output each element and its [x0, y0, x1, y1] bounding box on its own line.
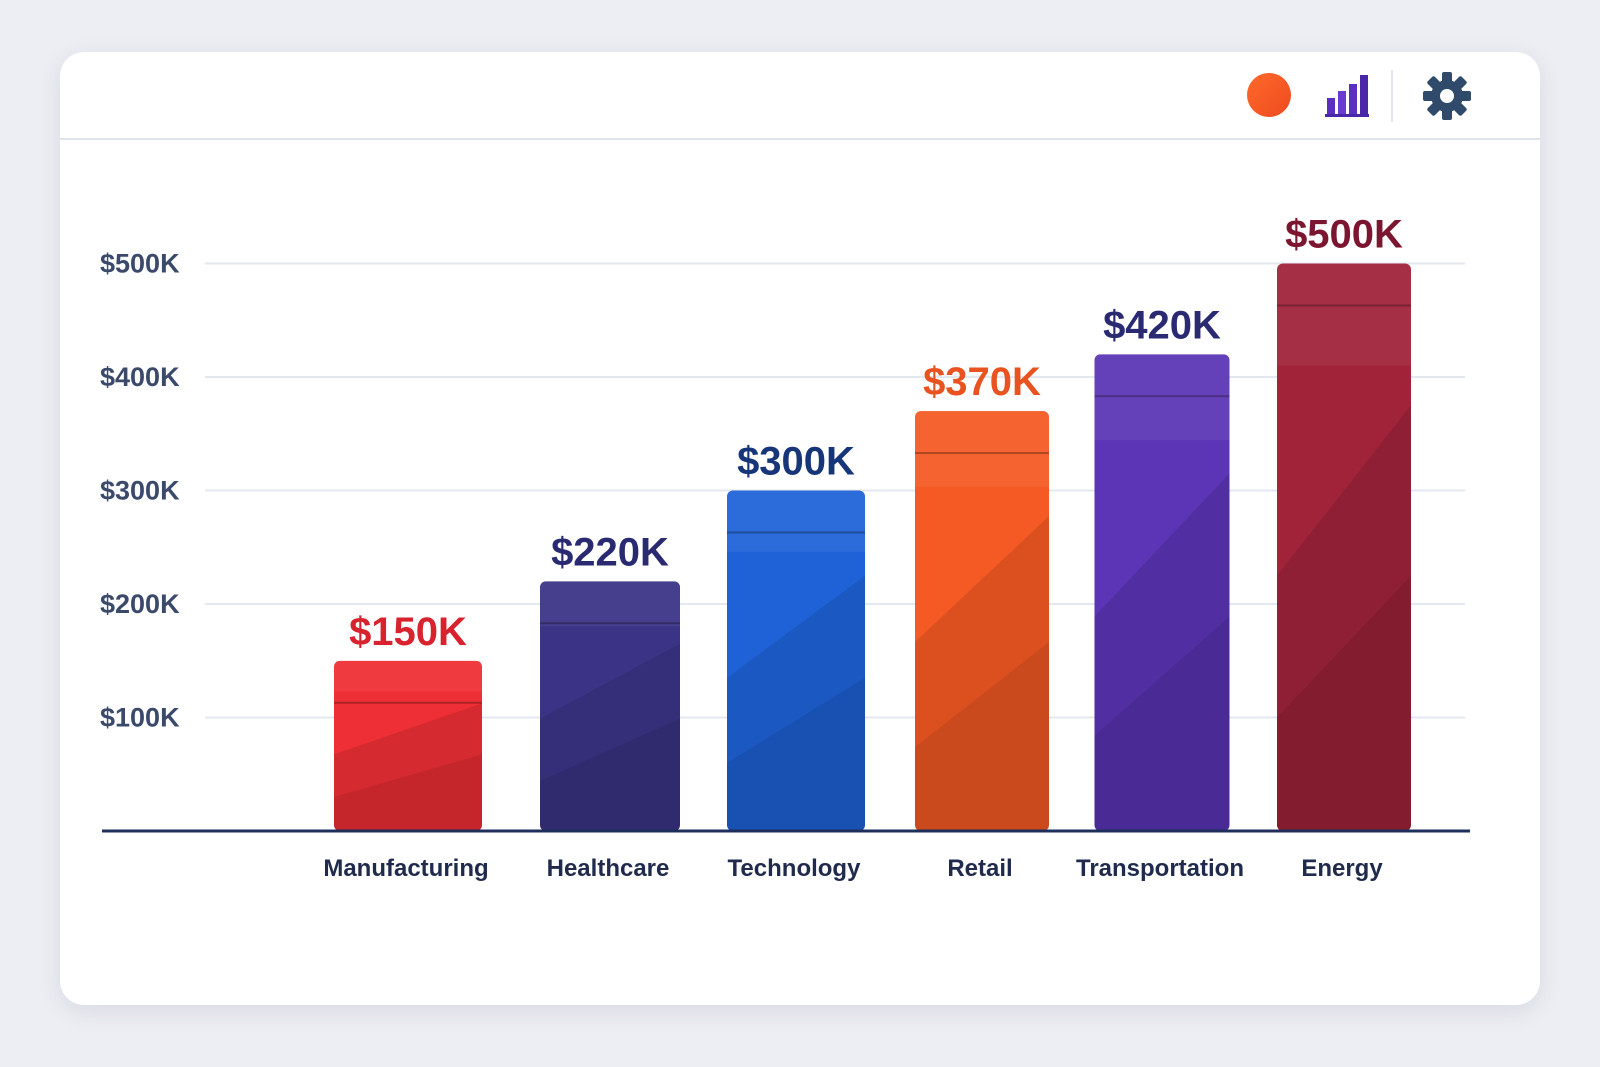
bar-highlight — [915, 411, 1049, 487]
bar-technology[interactable] — [727, 490, 865, 832]
y-tick-label: $500K — [100, 249, 180, 279]
bar-fill — [1277, 263, 1411, 831]
bar-fill — [727, 490, 865, 831]
bar-chart: $100K $200K $300K $400K $500K $150K Manufactur… — [100, 213, 1470, 882]
toolbar-separator — [1391, 70, 1393, 122]
y-tick-label: $400K — [100, 362, 180, 392]
bar-chart-icon[interactable] — [1324, 72, 1370, 118]
bar-highlight — [727, 490, 865, 552]
bar-transportation[interactable] — [1094, 354, 1230, 831]
bar-shade — [1277, 405, 1411, 831]
x-category-label: Retail — [947, 855, 1012, 882]
x-category-label: Energy — [1301, 855, 1383, 882]
x-category-label: Technology — [728, 855, 862, 882]
bar-shade — [727, 677, 865, 831]
y-tick-label: $300K — [100, 476, 180, 506]
orange-dot-icon[interactable] — [1247, 73, 1291, 117]
bar-value-label: $300K — [737, 440, 855, 484]
bar-value-label: $420K — [1103, 303, 1221, 347]
bar-shade — [334, 703, 482, 831]
bar-manufacturing[interactable] — [334, 660, 482, 831]
bar-shade — [540, 718, 680, 831]
bar-value-label: $150K — [349, 610, 467, 654]
bar-fill — [334, 660, 482, 831]
bar-highlight — [1277, 263, 1411, 366]
bar-shade — [915, 642, 1049, 831]
bar-shade — [1094, 473, 1230, 831]
bar-healthcare[interactable] — [540, 581, 680, 831]
chart-card: $100K $200K $300K $400K $500K $150K Manufactur… — [60, 52, 1540, 1005]
x-category-label: Manufacturing — [323, 855, 488, 882]
bar-value-label: $220K — [551, 530, 669, 574]
gear-icon[interactable] — [1422, 71, 1472, 121]
bar-value-label: $370K — [923, 360, 1041, 404]
bar-shade — [915, 516, 1049, 831]
bar-shade — [727, 575, 865, 831]
bar-retail[interactable] — [915, 411, 1049, 831]
bar-highlight — [334, 660, 482, 692]
bar-energy[interactable] — [1277, 263, 1411, 832]
bar-highlight — [1094, 354, 1230, 441]
bar-value-label: $500K — [1285, 213, 1403, 257]
bar-shade — [1277, 575, 1411, 831]
bar-fill — [540, 581, 680, 831]
y-tick-label: $200K — [100, 589, 180, 619]
x-category-label: Healthcare — [547, 855, 670, 882]
bar-highlight — [540, 581, 680, 627]
x-category-label: Transportation — [1076, 855, 1244, 882]
bar-shade — [334, 754, 482, 831]
y-tick-label: $100K — [100, 703, 180, 733]
card-header — [60, 52, 1540, 140]
bar-fill — [1094, 354, 1230, 831]
bar-shade — [540, 643, 680, 831]
bar-fill — [915, 411, 1049, 831]
bar-shade — [1094, 616, 1230, 831]
